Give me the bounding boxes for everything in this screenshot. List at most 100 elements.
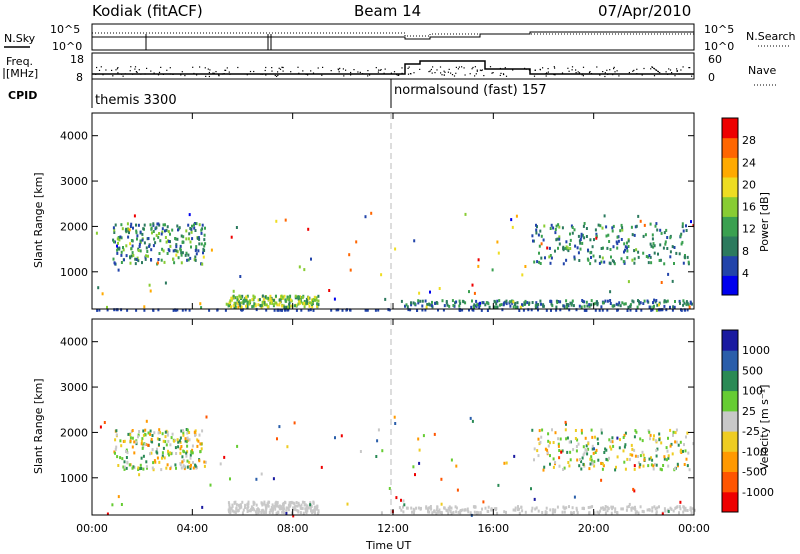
heatmap-cell [274, 507, 277, 511]
heatmap-cell [655, 449, 658, 452]
heatmap-cell [253, 508, 256, 512]
heatmap-cell [450, 506, 453, 510]
heatmap-cell [277, 505, 280, 509]
heatmap-cell [283, 507, 286, 511]
nave-point [237, 66, 239, 69]
heatmap-cell [197, 439, 200, 443]
heatmap-cell [503, 461, 506, 465]
heatmap-cell [377, 308, 380, 312]
heatmap-cell [532, 239, 534, 243]
heatmap-cell [593, 464, 596, 468]
heatmap-cell [130, 254, 133, 258]
heatmap-cell [531, 234, 534, 238]
heatmap-cell [228, 503, 231, 507]
heatmap-cell [240, 305, 243, 309]
heatmap-cell [665, 228, 668, 232]
heatmap-cell [450, 511, 453, 515]
heatmap-cell [239, 304, 241, 308]
heatmap-cell [144, 257, 147, 261]
heatmap-cell [141, 238, 144, 242]
heatmap-cell [255, 510, 258, 514]
heatmap-cell [618, 301, 621, 305]
heatmap-cell [152, 222, 155, 226]
heatmap-cell [440, 477, 443, 481]
heatmap-cell [301, 500, 304, 504]
heatmap-cell [200, 231, 203, 235]
nave-point [409, 73, 412, 75]
heatmap-cell [380, 273, 383, 277]
heatmap-cell [630, 443, 633, 447]
heatmap-cell [143, 223, 146, 227]
nave-point [396, 74, 398, 76]
heatmap-cell [147, 254, 149, 258]
heatmap-cell [159, 239, 162, 243]
nave-point [166, 69, 168, 71]
heatmap-cell [459, 511, 462, 515]
nave-point [112, 75, 114, 77]
x-tick-label: 00:00 [678, 522, 710, 535]
heatmap-cell [165, 228, 168, 232]
heatmap-cell [572, 304, 575, 308]
heatmap-cell [601, 467, 604, 471]
heatmap-cell [260, 511, 263, 514]
heatmap-cell [313, 510, 316, 514]
heatmap-cell [177, 228, 179, 232]
heatmap-cell [589, 251, 592, 255]
heatmap-cell [245, 295, 248, 299]
heatmap-cell [563, 466, 566, 470]
heatmap-cell [526, 301, 529, 305]
nave-point [378, 69, 380, 71]
nave-point [338, 71, 340, 73]
heatmap-cell [638, 465, 641, 469]
heatmap-cell [244, 503, 247, 507]
heatmap-cell [257, 508, 260, 512]
heatmap-cell [524, 299, 527, 303]
heatmap-cell [256, 508, 259, 512]
heatmap-cell [669, 255, 672, 259]
nave-point [577, 71, 579, 73]
heatmap-cell [678, 511, 680, 515]
heatmap-cell [594, 451, 597, 454]
heatmap-cell [406, 506, 409, 510]
nave-point [277, 74, 279, 76]
heatmap-cell [139, 463, 142, 467]
heatmap-cell [236, 509, 239, 513]
heatmap-cell [556, 301, 559, 304]
heatmap-cell [445, 508, 448, 512]
nsearch-tick-bottom: 10^0 [704, 40, 734, 53]
heatmap-cell [545, 511, 548, 514]
x-axis-label: Time UT [365, 539, 411, 552]
heatmap-cell [296, 296, 299, 300]
heatmap-cell [304, 301, 307, 305]
heatmap-cell [265, 308, 268, 312]
heatmap-cell [133, 451, 136, 455]
nave-point [140, 73, 142, 75]
heatmap-cell [272, 508, 274, 512]
nave-point [297, 66, 299, 68]
heatmap-cell [675, 440, 678, 444]
heatmap-cell [142, 454, 145, 458]
heatmap-cell [470, 305, 473, 309]
heatmap-cell [655, 510, 658, 514]
colorbar-segment [722, 390, 738, 412]
heatmap-cell [686, 255, 689, 259]
heatmap-cell [660, 468, 663, 472]
heatmap-cell [234, 510, 237, 514]
cpid-mode-1: themis 3300 [95, 93, 177, 108]
heatmap-cell [143, 241, 146, 245]
heatmap-cell [141, 446, 144, 450]
heatmap-cell [402, 510, 405, 514]
heatmap-cell [306, 509, 309, 513]
heatmap-cell [112, 257, 115, 261]
freq-line [92, 60, 694, 75]
heatmap-cell [671, 308, 674, 312]
heatmap-cell [181, 460, 184, 464]
heatmap-cell [281, 510, 284, 514]
nave-point [674, 75, 676, 77]
heatmap-cell [201, 429, 204, 433]
heatmap-cell [514, 305, 517, 309]
heatmap-cell [426, 303, 429, 306]
heatmap-cell [590, 455, 593, 459]
heatmap-cell [176, 237, 179, 241]
